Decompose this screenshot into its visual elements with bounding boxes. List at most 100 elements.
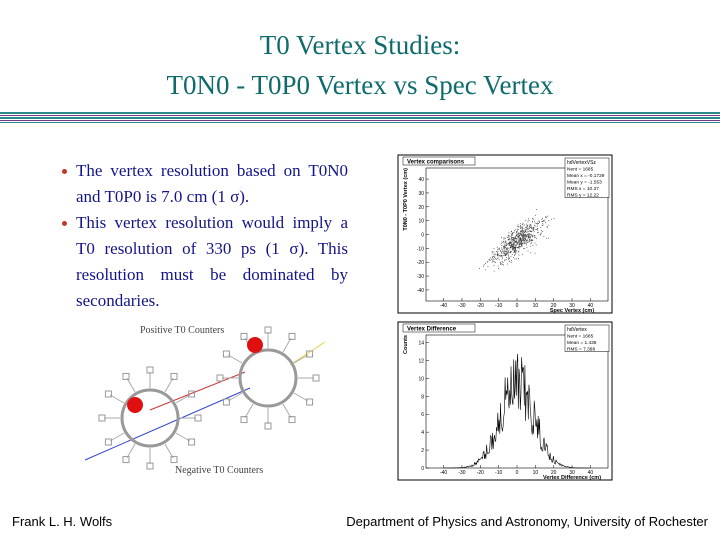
- scatter-dot: [515, 247, 516, 249]
- scatter-dot: [521, 231, 523, 233]
- scatter-dot: [526, 247, 528, 249]
- scatter-dot: [516, 243, 518, 245]
- scatter-dot: [511, 243, 513, 245]
- scatter-dot: [516, 231, 518, 233]
- scatter-dot: [516, 232, 518, 234]
- scatter-dot: [534, 220, 535, 222]
- scatter-dot: [510, 236, 512, 237]
- scatter-dot: [499, 255, 501, 257]
- bullet: This vertex resolution would imply a T0 …: [60, 210, 348, 314]
- scatter-dot: [511, 245, 513, 247]
- scatter-dot: [495, 259, 497, 260]
- scatter-dot: [529, 234, 531, 236]
- scatter-dot: [528, 226, 530, 228]
- scatter-dot: [527, 221, 529, 223]
- scatter-dot: [509, 241, 511, 243]
- scatter-dot: [518, 244, 520, 246]
- scatter-dot: [524, 242, 526, 244]
- scatter-dot: [532, 229, 534, 231]
- histogram-outline: [444, 353, 590, 469]
- scatter-dot: [511, 244, 513, 246]
- scatter-dot: [530, 239, 532, 241]
- scatter-dot: [521, 243, 522, 245]
- scatter-dot: [528, 237, 530, 239]
- stats-box: [564, 324, 610, 352]
- scatter-dot: [492, 253, 494, 255]
- scatter-dot: [534, 252, 536, 254]
- scatter-dot: [504, 238, 506, 239]
- scatter-dot: [515, 242, 517, 243]
- scatter-dot: [523, 243, 525, 245]
- scatter-dot: [519, 245, 520, 247]
- scatter-dot: [528, 237, 530, 238]
- scatter-dot: [518, 248, 520, 250]
- scatter-dot: [532, 218, 533, 219]
- scatter-dot: [524, 238, 525, 239]
- scatter-dot: [504, 254, 506, 256]
- x-axis-label: Spec Vertex (cm): [550, 308, 594, 314]
- scatter-dot: [508, 247, 510, 249]
- scatter-dot: [485, 263, 486, 264]
- scatter-dot: [520, 238, 522, 240]
- scatter-dot: [524, 230, 526, 232]
- scatter-dot: [501, 251, 503, 252]
- scatter-dot: [514, 255, 515, 257]
- scatter-dot: [522, 236, 524, 238]
- scatter-dot: [520, 234, 521, 235]
- scatter-dot: [504, 246, 506, 248]
- scatter-dot: [502, 253, 504, 254]
- scatter-dot: [511, 251, 513, 252]
- scatter-dot: [493, 270, 495, 272]
- scatter-dot: [532, 239, 534, 241]
- scatter-dot: [534, 229, 536, 230]
- scatter-dot: [519, 246, 520, 248]
- scatter-dot: [534, 237, 535, 239]
- scatter-dot: [513, 249, 515, 251]
- scatter-dot: [528, 236, 529, 238]
- stats-line: RMS = 7.398: [567, 347, 595, 353]
- scatter-dot: [492, 260, 494, 262]
- x-tick-label: -20: [477, 470, 484, 476]
- scatter-dot: [518, 233, 519, 235]
- scatter-dot: [520, 231, 522, 233]
- stats-line: Mean x = -0.1729: [567, 173, 605, 179]
- scatter-dot: [507, 254, 509, 256]
- scatter-dot: [504, 237, 506, 239]
- scatter-dot: [504, 242, 506, 243]
- scatter-dot: [546, 226, 548, 227]
- scatter-dot: [516, 240, 517, 242]
- scatter-dot: [516, 242, 518, 244]
- scatter-dot: [517, 224, 519, 226]
- scatter-dot: [519, 233, 521, 234]
- scatter-dot: [515, 251, 517, 253]
- scatter-dot: [518, 233, 520, 235]
- scatter-dot: [522, 237, 524, 239]
- scatter-dot: [545, 215, 547, 217]
- scatter-dot: [513, 244, 515, 245]
- footer-right: Department of Physics and Astronomy, Uni…: [346, 514, 708, 529]
- scatter-dot: [528, 233, 530, 235]
- scatter-dot: [514, 251, 516, 253]
- title-line: T0N0 - T0P0 Vertex vs Spec Vertex: [166, 70, 554, 100]
- scatter-dot: [522, 222, 524, 224]
- scatter-dot: [539, 233, 541, 235]
- stats-line: RMS x = 10.37: [567, 186, 599, 192]
- scatter-dot: [488, 258, 490, 260]
- stats-line: Mean = 1.436: [567, 340, 597, 346]
- scatter-dot: [522, 243, 523, 245]
- scatter-dot: [510, 242, 512, 244]
- scatter-dot: [494, 253, 496, 255]
- scatter-dot: [527, 233, 529, 235]
- scatter-dot: [527, 250, 529, 252]
- scatter-dot: [531, 242, 532, 244]
- scatter-dot: [510, 241, 512, 243]
- scatter-dot: [525, 234, 527, 236]
- scatter-dot: [507, 250, 509, 251]
- scatter-dot: [522, 238, 524, 239]
- scatter-dot: [513, 257, 514, 258]
- y-tick-label: 20: [418, 205, 424, 211]
- scatter-dot: [496, 254, 498, 255]
- scatter-dot: [514, 241, 516, 243]
- scatter-dot: [493, 260, 495, 262]
